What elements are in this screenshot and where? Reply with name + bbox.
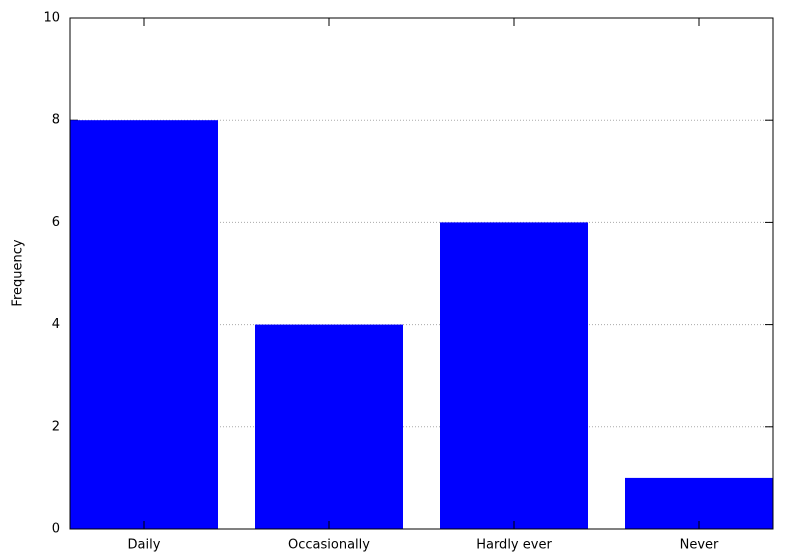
y-tick-label: 10 xyxy=(43,11,60,26)
y-tick-label: 8 xyxy=(52,113,60,128)
y-tick-label: 6 xyxy=(52,215,60,230)
x-tick-label: Daily xyxy=(128,538,161,553)
x-tick-label: Never xyxy=(680,538,719,553)
bar xyxy=(625,477,773,529)
y-axis-label: Frequency xyxy=(11,239,26,306)
bar xyxy=(70,120,218,529)
bar xyxy=(255,324,403,529)
x-tick-label: Occasionally xyxy=(288,538,370,553)
y-tick-label: 0 xyxy=(52,522,60,537)
y-tick-label: 2 xyxy=(52,419,60,434)
x-tick-label: Hardly ever xyxy=(476,538,552,553)
plot-border xyxy=(69,17,774,530)
y-tick-label: 4 xyxy=(52,317,60,332)
bar xyxy=(440,222,588,529)
